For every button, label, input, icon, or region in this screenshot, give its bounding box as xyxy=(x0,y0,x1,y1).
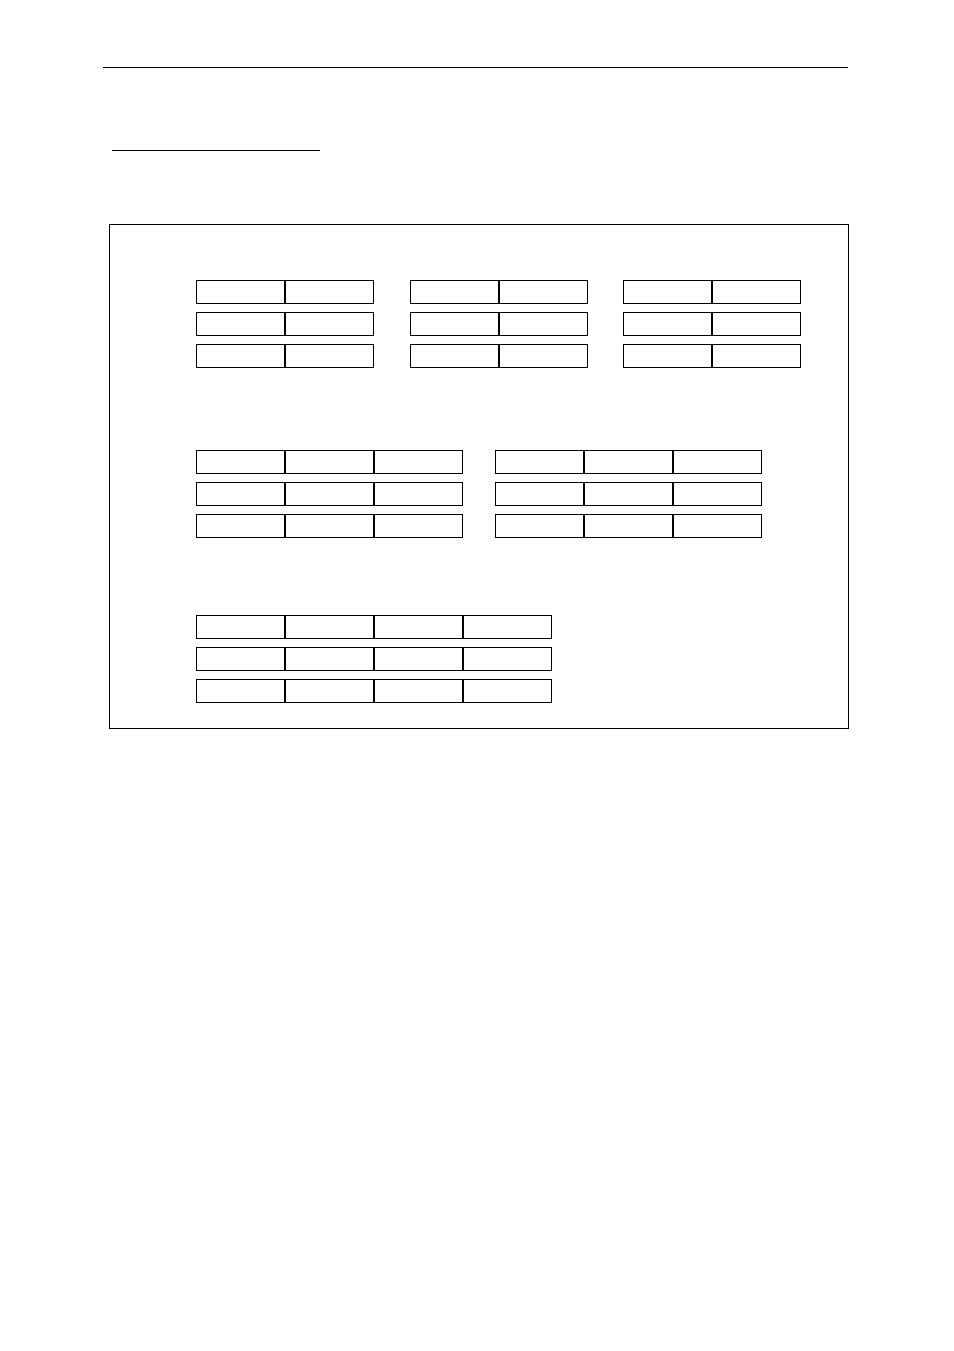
wire-cell xyxy=(584,482,673,506)
wire-cell xyxy=(285,482,374,506)
wire-cell xyxy=(463,615,552,639)
wire-cell xyxy=(285,344,374,368)
wire-cell xyxy=(495,514,584,538)
wire-cell xyxy=(495,482,584,506)
wire-table xyxy=(623,280,801,368)
wire-cell xyxy=(196,482,285,506)
wire-cell xyxy=(196,615,285,639)
wire-cell xyxy=(196,647,285,671)
wire-cell xyxy=(410,312,499,336)
wire-cell xyxy=(712,280,801,304)
wire-cell xyxy=(374,615,463,639)
wire-cell xyxy=(196,280,285,304)
wire-cell xyxy=(499,344,588,368)
wire-cell xyxy=(499,280,588,304)
diagram-frame xyxy=(109,224,849,729)
wire-cell xyxy=(712,344,801,368)
wire-cell xyxy=(196,312,285,336)
wire-cell xyxy=(410,280,499,304)
wire-cell xyxy=(374,450,463,474)
wire-cell xyxy=(196,450,285,474)
wire-cell xyxy=(623,344,712,368)
wire-table xyxy=(196,615,552,703)
wire-cell xyxy=(285,280,374,304)
wire-table xyxy=(196,280,374,368)
wire-cell xyxy=(584,450,673,474)
wire-cell xyxy=(410,344,499,368)
wire-table xyxy=(410,280,588,368)
wire-cell xyxy=(463,679,552,703)
wire-cell xyxy=(285,679,374,703)
wire-cell xyxy=(495,450,584,474)
wire-cell xyxy=(285,615,374,639)
page xyxy=(0,0,954,1351)
wire-cell xyxy=(196,679,285,703)
wire-cell xyxy=(623,312,712,336)
wire-table xyxy=(196,450,463,538)
wire-cell xyxy=(673,482,762,506)
wire-cell xyxy=(673,450,762,474)
wire-cell xyxy=(463,647,552,671)
wire-cell xyxy=(374,482,463,506)
heading-underline xyxy=(112,150,320,151)
wire-cell xyxy=(285,312,374,336)
wire-cell xyxy=(285,514,374,538)
wire-cell xyxy=(374,647,463,671)
wire-cell xyxy=(285,450,374,474)
wire-cell xyxy=(285,647,374,671)
wire-cell xyxy=(374,514,463,538)
wire-table xyxy=(495,450,762,538)
top-rule xyxy=(103,67,848,68)
wire-cell xyxy=(196,514,285,538)
wire-cell xyxy=(196,344,285,368)
wire-cell xyxy=(673,514,762,538)
wire-cell xyxy=(374,679,463,703)
wire-cell xyxy=(623,280,712,304)
wire-cell xyxy=(712,312,801,336)
wire-cell xyxy=(584,514,673,538)
wire-cell xyxy=(499,312,588,336)
